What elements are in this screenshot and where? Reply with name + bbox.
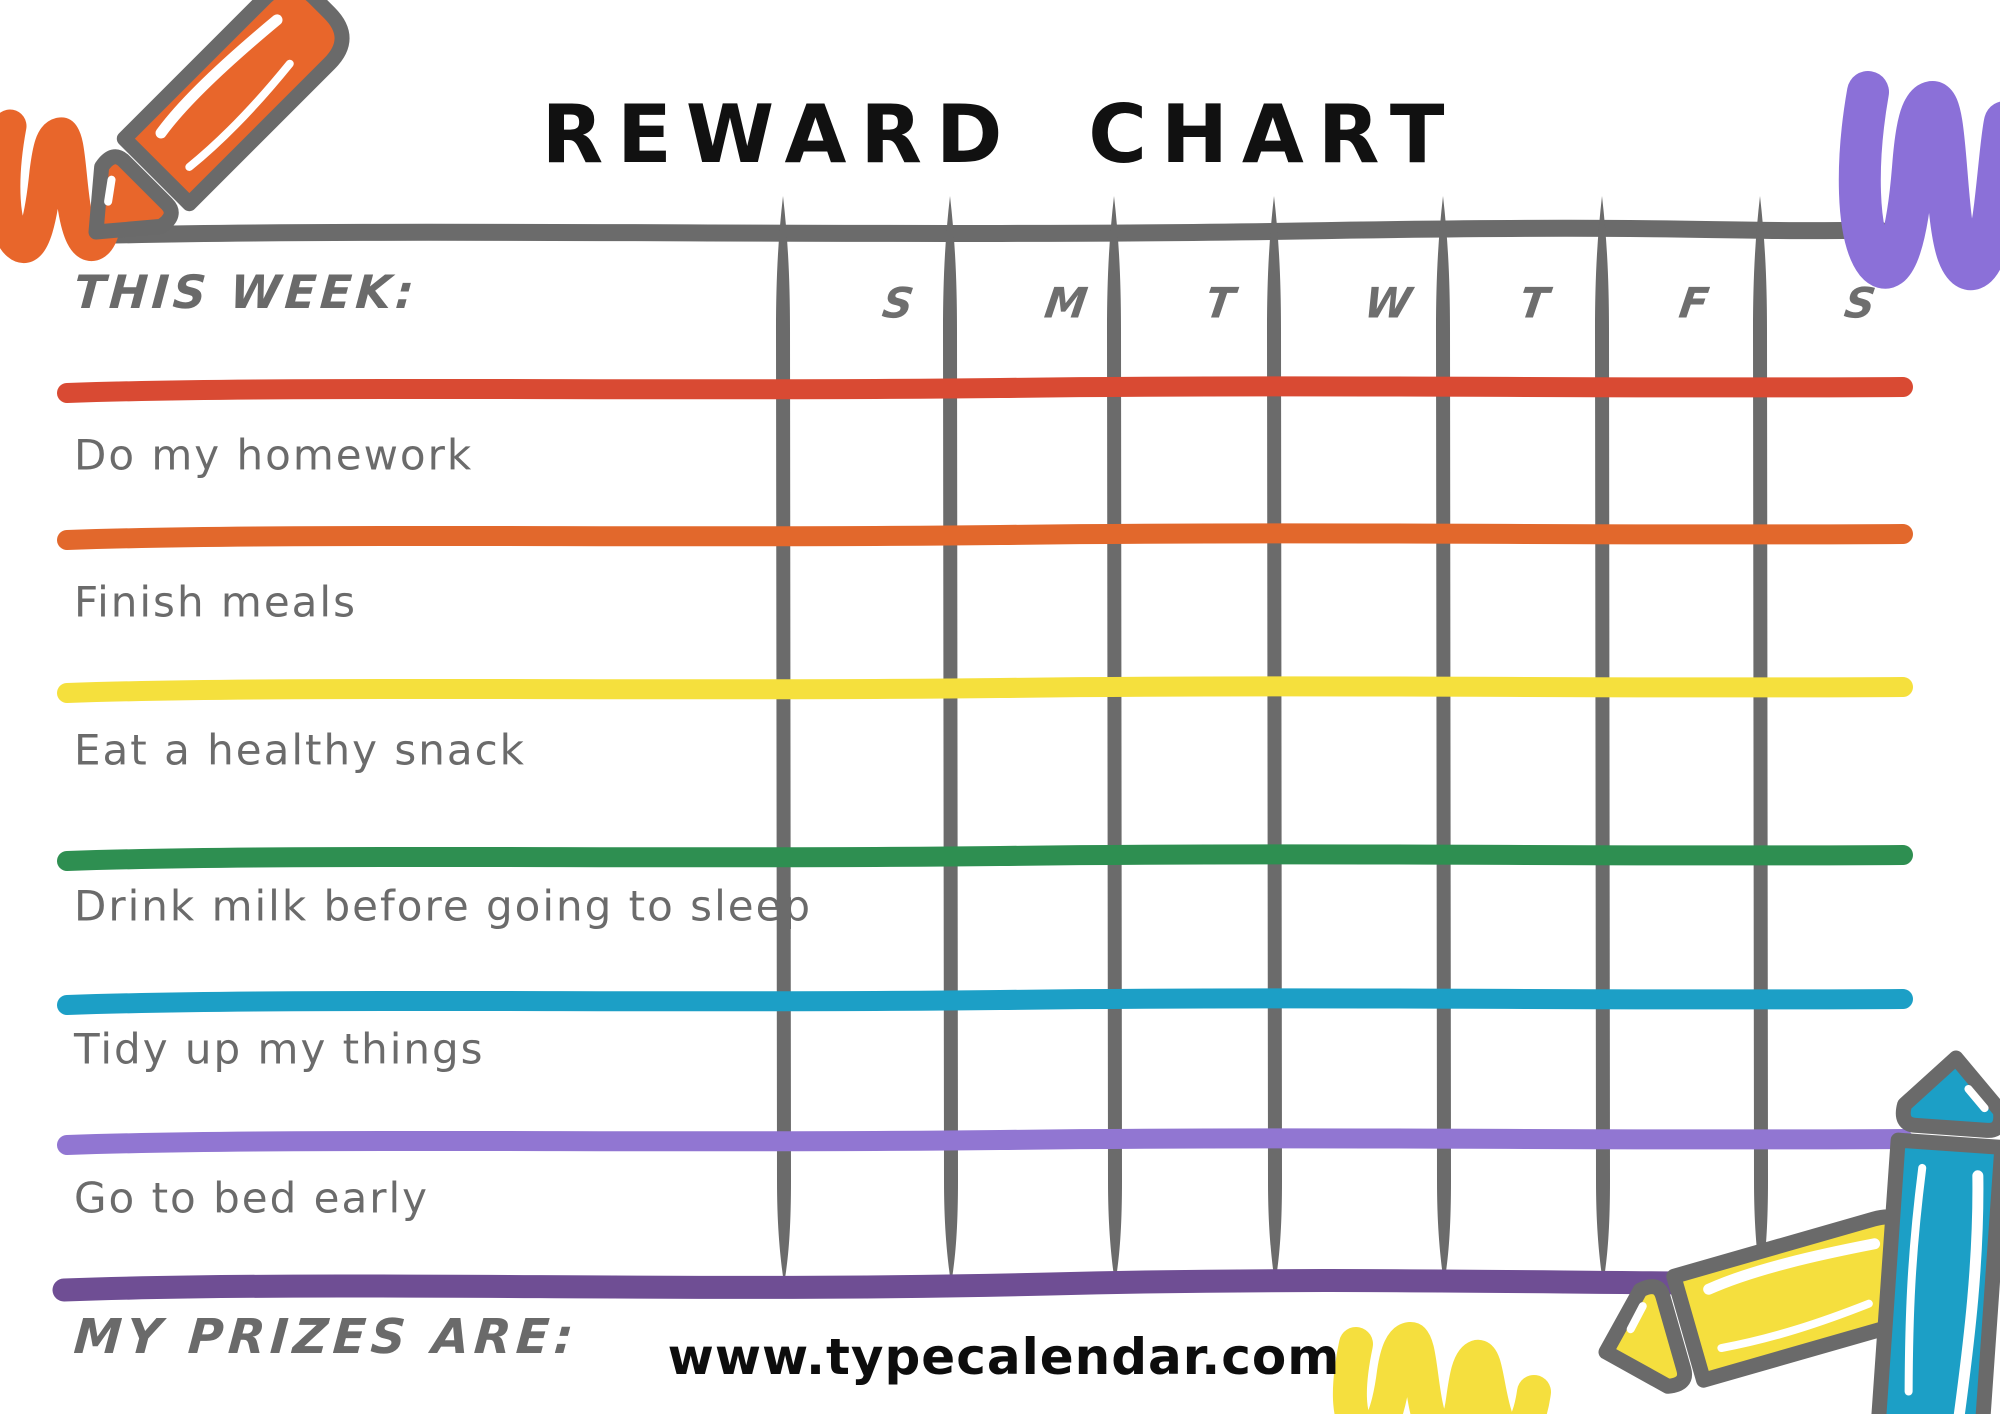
week-grid xyxy=(69,196,1889,1284)
grid-vertical-line xyxy=(1595,196,1610,1284)
grid-vertical-line xyxy=(776,196,791,1284)
grid-vertical-line xyxy=(1753,196,1768,1284)
task-row-line xyxy=(57,676,1913,703)
task-label: Go to bed early xyxy=(74,1173,429,1223)
purple-squiggle-icon xyxy=(1838,71,2000,290)
grid-vertical-line xyxy=(1267,196,1282,1284)
yellow-squiggle-icon xyxy=(1332,1322,1551,1414)
task-label: Tidy up my things xyxy=(74,1024,485,1074)
task-row-line xyxy=(57,988,1913,1015)
page-title: REWARD CHART xyxy=(541,87,1459,181)
task-row-line xyxy=(57,376,1913,403)
website-url: www.typecalendar.com xyxy=(667,1328,1341,1386)
blue-crayon-icon xyxy=(1871,1050,2000,1414)
task-label: Drink milk before going to sleep xyxy=(74,881,813,931)
grid-vertical-line xyxy=(943,196,958,1284)
task-label: Eat a healthy snack xyxy=(74,725,526,775)
my-prizes-label: MY PRIZES ARE: xyxy=(72,1309,581,1365)
task-row-line xyxy=(57,844,1913,871)
day-label: M xyxy=(1041,278,1091,328)
week-header-line xyxy=(69,219,1889,245)
day-label: W xyxy=(1361,278,1415,328)
grid-vertical-line xyxy=(1107,196,1122,1284)
this-week-label: THIS WEEK: xyxy=(72,265,420,319)
task-row-line xyxy=(57,523,1913,550)
task-row-line xyxy=(57,1128,1913,1155)
bottom-row-line xyxy=(52,1269,1908,1302)
task-label: Finish meals xyxy=(74,577,357,627)
task-label: Do my homework xyxy=(74,430,474,480)
task-row-lines xyxy=(52,376,1913,1302)
grid-vertical-line xyxy=(1436,196,1451,1284)
orange-squiggle-icon xyxy=(0,109,121,263)
orange-crayon-icon xyxy=(88,0,350,240)
